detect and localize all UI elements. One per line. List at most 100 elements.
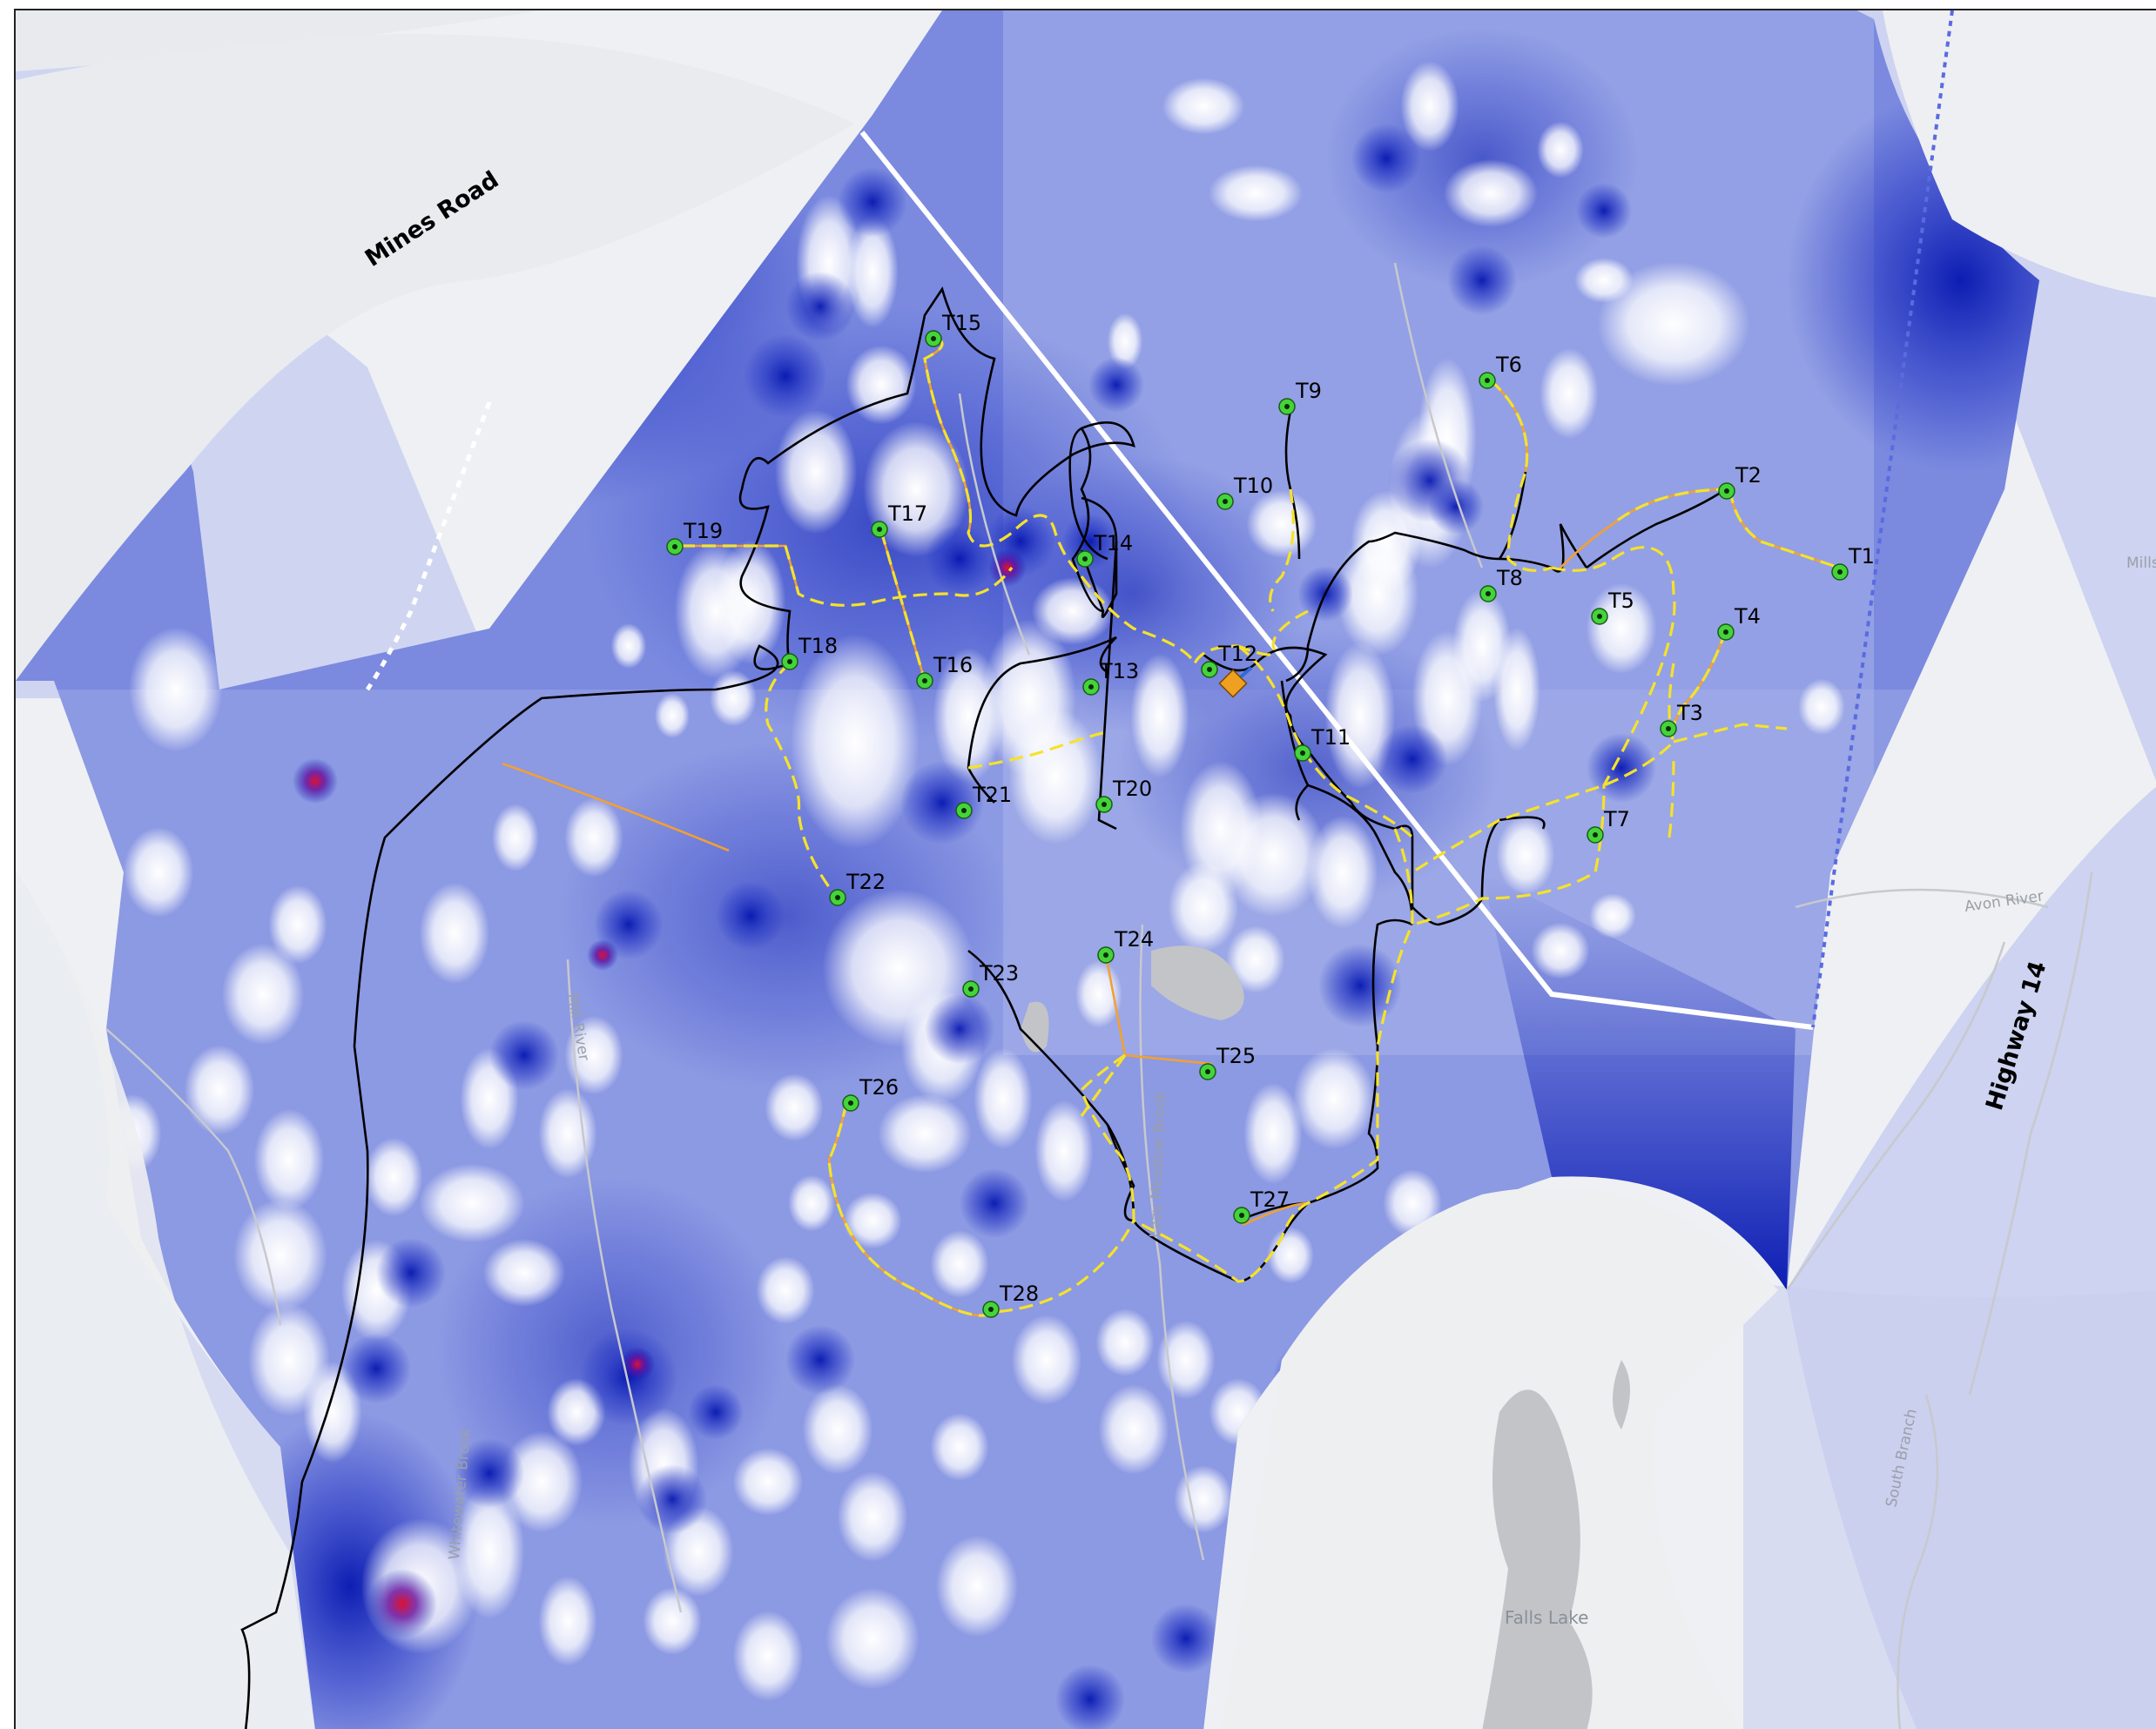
shading-light-patch [1574, 258, 1634, 303]
shading-dark-patch [1428, 479, 1484, 535]
shading-light-patch [878, 1093, 972, 1174]
turbine-t22[interactable]: T22 [829, 870, 886, 906]
turbine-t4[interactable]: T4 [1717, 604, 1761, 641]
turbine-t17[interactable]: T17 [871, 501, 927, 538]
turbine-t5[interactable]: T5 [1591, 589, 1634, 625]
turbine-marker-dot [1724, 488, 1729, 494]
turbine-t18[interactable]: T18 [781, 634, 838, 670]
shading-light-patch [974, 1047, 1033, 1150]
shading-light-patch [1168, 862, 1239, 952]
turbine-label: T25 [1216, 1044, 1256, 1068]
shading-dark-patch [1351, 124, 1421, 193]
turbine-marker-dot [1082, 556, 1088, 562]
turbine-label: T6 [1495, 353, 1522, 377]
turbine-marker-dot [835, 895, 840, 900]
shading-light-patch [1444, 159, 1538, 227]
shading-light-patch [935, 1535, 1019, 1638]
shading-light-patch [930, 1413, 989, 1481]
shading-dark-patch [716, 881, 785, 951]
turbine-t7[interactable]: T7 [1587, 807, 1630, 844]
turbine-t25[interactable]: T25 [1199, 1044, 1256, 1080]
shading-dark-patch [925, 524, 994, 594]
map-canvas[interactable]: Mines Road Highway 14 Falls Lake Avon Ri… [16, 10, 2156, 1729]
shading-dark-patch [637, 1464, 707, 1534]
turbine-t28[interactable]: T28 [982, 1282, 1039, 1318]
shading-light-patch [1597, 261, 1750, 387]
shading-light-patch [500, 1430, 583, 1533]
turbine-marker-dot [877, 527, 882, 532]
turbine-marker-dot [1723, 629, 1728, 635]
turbine-label: T9 [1295, 379, 1322, 403]
turbine-marker-dot [1102, 802, 1107, 807]
turbine-t12[interactable]: T12 [1201, 642, 1257, 678]
turbine-label: T23 [979, 961, 1019, 986]
turbine-label: T1 [1848, 544, 1875, 568]
turbine-t2[interactable]: T2 [1718, 463, 1762, 500]
shading-light-patch [233, 1199, 327, 1312]
turbine-marker-dot [931, 336, 936, 341]
shading-light-patch [268, 885, 327, 965]
shading-light-patch [843, 1192, 902, 1249]
turbine-marker-dot [1239, 1213, 1244, 1218]
turbine-label: T24 [1114, 927, 1154, 952]
turbine-marker-dot [1300, 750, 1305, 756]
shading-light-patch [129, 627, 223, 752]
shading-light-patch [846, 215, 899, 328]
shading-light-patch [492, 804, 539, 871]
turbine-t16[interactable]: T16 [916, 653, 973, 690]
turbine-t19[interactable]: T19 [666, 519, 723, 555]
shading-light-patch [1011, 1315, 1082, 1405]
turbine-marker-dot [1088, 684, 1094, 690]
turbine-label: T7 [1603, 807, 1630, 831]
shading-light-patch [1540, 348, 1599, 439]
turbine-t10[interactable]: T10 [1216, 474, 1273, 510]
turbine-t13[interactable]: T13 [1082, 659, 1139, 696]
turbine-marker-dot [968, 986, 974, 992]
turbine-t9[interactable]: T9 [1278, 379, 1322, 415]
shading-light-patch [1162, 77, 1245, 135]
shading-light-patch [788, 1174, 835, 1232]
turbine-t27[interactable]: T27 [1233, 1187, 1290, 1224]
shading-dark-patch [925, 994, 994, 1064]
turbine-t21[interactable]: T21 [955, 783, 1012, 819]
shading-light-patch [1209, 165, 1303, 222]
shading-dark-patch [1318, 944, 1402, 1027]
turbine-marker-dot [1837, 569, 1843, 575]
substation [1218, 666, 1253, 698]
shading-dark-patch [455, 1438, 524, 1508]
shading-light-patch [1336, 531, 1419, 656]
turbine-t1[interactable]: T1 [1831, 544, 1875, 581]
turbine-marker-dot [922, 678, 927, 683]
turbine-t11[interactable]: T11 [1294, 725, 1351, 762]
turbine-t14[interactable]: T14 [1076, 531, 1133, 568]
boundary-lines [365, 10, 1954, 1030]
turbine-t26[interactable]: T26 [842, 1075, 899, 1112]
map-frame[interactable]: Mines Road Highway 14 Falls Lake Avon Ri… [14, 9, 2156, 1729]
shading-dark-patch [960, 1168, 1029, 1238]
turbine-marker-dot [1207, 667, 1212, 672]
turbine-t8[interactable]: T8 [1479, 566, 1523, 602]
shading-dark-patch [341, 1334, 411, 1403]
shading-light-patch [715, 540, 786, 665]
turbine-t24[interactable]: T24 [1097, 927, 1154, 964]
turbine-marker-dot [1597, 614, 1602, 619]
turbine-t3[interactable]: T3 [1660, 701, 1703, 737]
shading-light-patch [1095, 1309, 1155, 1376]
turbine-t15[interactable]: T15 [925, 311, 981, 347]
shading-dark-patch [1055, 1665, 1125, 1729]
turbine-marker-dot [848, 1100, 853, 1106]
shading-light-patch [419, 882, 490, 985]
shading-light-patch [774, 409, 858, 535]
turbine-marker-dot [1485, 378, 1490, 383]
turbine-t23[interactable]: T23 [962, 961, 1019, 998]
turbine-label: T12 [1217, 642, 1257, 666]
place-label-mills-edge: Mills [2126, 555, 2156, 572]
turbine-t6[interactable]: T6 [1479, 353, 1522, 389]
streams [105, 262, 2093, 1729]
shading-light-patch [1107, 313, 1143, 370]
turbine-marker-dot [1284, 404, 1290, 409]
turbine-label: T21 [972, 783, 1012, 807]
shading-light-patch [538, 1088, 597, 1179]
shading-light-patch [1075, 960, 1122, 1028]
turbine-t20[interactable]: T20 [1095, 777, 1152, 813]
